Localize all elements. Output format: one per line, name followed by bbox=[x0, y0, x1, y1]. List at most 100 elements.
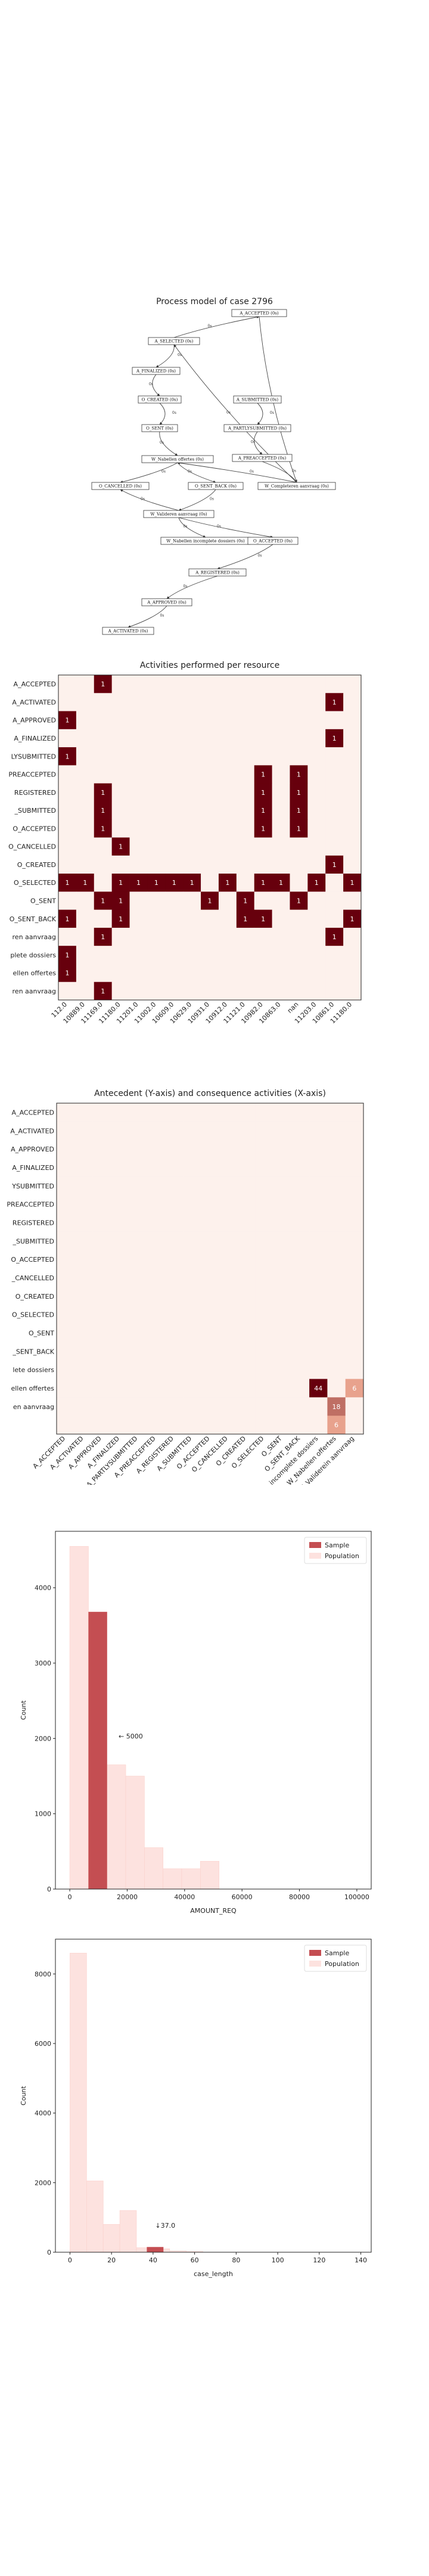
res-heat-cell-11-5 bbox=[147, 874, 166, 892]
trans-heat-cell-5-3 bbox=[110, 1195, 129, 1214]
amount-hist-legend-population: Population bbox=[325, 1552, 359, 1560]
res-heat-cell-10-10 bbox=[236, 855, 255, 874]
diagram-edge-label-19: 0s bbox=[160, 614, 164, 618]
trans-heat-cell-3-15 bbox=[327, 1158, 346, 1177]
trans-heat-cell-7-2 bbox=[92, 1231, 111, 1251]
res-heat-cell-16-15 bbox=[325, 964, 344, 983]
trans-heat-row-label-5: PREACCEPTED bbox=[7, 1201, 54, 1209]
trans-heat-cell-13-3 bbox=[110, 1342, 129, 1361]
res-heat-cell-6-15 bbox=[325, 783, 344, 802]
res-heat-cell-16-14 bbox=[307, 964, 326, 983]
amount-hist-ytick-label-3: 3000 bbox=[35, 1659, 51, 1667]
trans-heat-cell-15-5 bbox=[147, 1379, 166, 1398]
res-heat-cell-17-11 bbox=[254, 982, 272, 1001]
trans-heat-cell-8-16 bbox=[345, 1250, 364, 1269]
res-heat-cell-7-16 bbox=[343, 801, 362, 820]
res-heat-value-3-15: 1 bbox=[332, 735, 337, 742]
trans-heat-cell-13-8 bbox=[201, 1342, 220, 1361]
trans-heat-cell-8-11 bbox=[255, 1250, 273, 1269]
res-heat-cell-3-16 bbox=[343, 729, 362, 748]
trans-heat-cell-7-7 bbox=[183, 1231, 201, 1251]
res-heat-value-11-9: 1 bbox=[225, 879, 229, 887]
res-heat-cell-4-16 bbox=[343, 747, 362, 766]
trans-heat-cell-8-2 bbox=[92, 1250, 111, 1269]
res-heat-cell-8-12 bbox=[272, 819, 290, 838]
diagram-node-n12 bbox=[257, 482, 336, 490]
res-heat-cell-17-13 bbox=[290, 982, 308, 1001]
res-heat-cell-5-2 bbox=[94, 765, 113, 784]
trans-heat-cell-8-14 bbox=[309, 1250, 328, 1269]
res-heat-cell-5-3 bbox=[111, 765, 130, 784]
res-heat-row-label-14: ren aanvraag bbox=[13, 933, 56, 941]
res-heat-cell-17-12 bbox=[272, 982, 290, 1001]
res-heat-value-13-3: 1 bbox=[119, 915, 123, 923]
res-heat-cell-12-12 bbox=[272, 891, 290, 911]
res-heat-cell-7-4 bbox=[129, 801, 148, 820]
res-heat-cell-2-10 bbox=[236, 711, 255, 730]
res-heat-cell-15-0 bbox=[58, 946, 77, 964]
diagram-edge-label-0: 0s bbox=[208, 324, 212, 329]
trans-heat-cell-5-16 bbox=[345, 1195, 364, 1214]
res-heat-row-label-15: plete dossiers bbox=[10, 951, 56, 959]
res-heat-cell-4-6 bbox=[165, 747, 184, 766]
trans-heat-cell-15-7 bbox=[183, 1379, 201, 1398]
trans-heat-cell-14-3 bbox=[110, 1360, 129, 1379]
trans-heat-value-label-3: 6 bbox=[334, 1422, 338, 1429]
amount-hist-xtick-label-1: 20000 bbox=[117, 1893, 138, 1901]
trans-heat-cell-14-4 bbox=[129, 1360, 147, 1379]
res-heat-cell-2-2 bbox=[94, 711, 113, 730]
trans-heat-cell-0-11 bbox=[255, 1103, 273, 1122]
res-heat-cell-4-14 bbox=[307, 747, 326, 766]
res-heat-cell-6-14 bbox=[307, 783, 326, 802]
res-heat-cell-15-1 bbox=[76, 946, 95, 964]
caselen-hist-xtick-label-1: 20 bbox=[107, 2256, 116, 2264]
trans-heat-cell-5-13 bbox=[291, 1195, 310, 1214]
diagram-edge-label-20: 0s bbox=[141, 497, 145, 501]
res-heat-cell-16-16 bbox=[343, 964, 362, 983]
res-heat-cell-14-0 bbox=[58, 927, 77, 946]
trans-heat-cell-13-7 bbox=[183, 1342, 201, 1361]
trans-heat-cell-1-5 bbox=[147, 1121, 166, 1141]
res-heat-cell-15-14 bbox=[307, 946, 326, 964]
diagram-node-n5 bbox=[233, 395, 282, 404]
diagram-edge-12 bbox=[173, 344, 297, 483]
res-heat-value-11-14: 1 bbox=[315, 879, 319, 887]
trans-heat-cell-10-14 bbox=[309, 1287, 328, 1306]
res-heat-cell-17-16 bbox=[343, 982, 362, 1001]
trans-heat-cell-11-11 bbox=[255, 1305, 273, 1324]
trans-heat-cell-15-13 bbox=[291, 1379, 310, 1398]
trans-heat-cell-6-1 bbox=[74, 1213, 93, 1233]
res-heat-cell-1-2 bbox=[94, 693, 113, 711]
res-heat-cell-10-5 bbox=[147, 855, 166, 874]
amount-hist-population-bar-5 bbox=[163, 1868, 182, 1890]
trans-heat-cell-8-3 bbox=[110, 1250, 129, 1269]
res-heat-cell-2-14 bbox=[307, 711, 326, 730]
res-heat-cell-7-11 bbox=[254, 801, 272, 820]
res-heat-cell-10-11 bbox=[254, 855, 272, 874]
trans-heat-cell-5-14 bbox=[309, 1195, 328, 1214]
trans-heat-cell-11-16 bbox=[345, 1305, 364, 1324]
trans-heat-cell-7-16 bbox=[345, 1231, 364, 1251]
trans-heat-cell-16-8 bbox=[201, 1397, 220, 1416]
trans-heat-cell-13-16 bbox=[345, 1342, 364, 1361]
res-heat-value-11-4: 1 bbox=[136, 879, 141, 887]
res-heat-row-label-4: LYSUBMITTED bbox=[11, 753, 56, 760]
res-heat-row-label-8: O_ACCEPTED bbox=[13, 825, 56, 832]
trans-heat-cell-6-13 bbox=[291, 1213, 310, 1233]
diagram-node-n10 bbox=[91, 482, 150, 490]
trans-heat-cell-0-2 bbox=[92, 1103, 111, 1122]
res-heat-value-15-0: 1 bbox=[65, 951, 69, 959]
res-heat-cell-11-3 bbox=[111, 874, 130, 892]
diagram-edge-label-3: 0s bbox=[172, 411, 176, 415]
trans-heat-cell-15-11 bbox=[255, 1379, 273, 1398]
trans-heat-cell-5-8 bbox=[201, 1195, 220, 1214]
res-heat-value-7-2: 1 bbox=[101, 807, 105, 815]
diagram-node-label-n7: A_PARTLYSUBMITTED (0s) bbox=[228, 426, 287, 431]
res-heat-cell-2-4 bbox=[129, 711, 148, 730]
res-heat-cell-16-9 bbox=[218, 964, 237, 983]
res-heat-row-label-3: A_FINALIZED bbox=[14, 735, 56, 742]
caselen-hist-xtick-label-2: 40 bbox=[149, 2256, 157, 2264]
res-heat-cell-8-3 bbox=[111, 819, 130, 838]
res-heat-cell-3-7 bbox=[183, 729, 201, 748]
trans-heat-cell-2-14 bbox=[309, 1140, 328, 1159]
